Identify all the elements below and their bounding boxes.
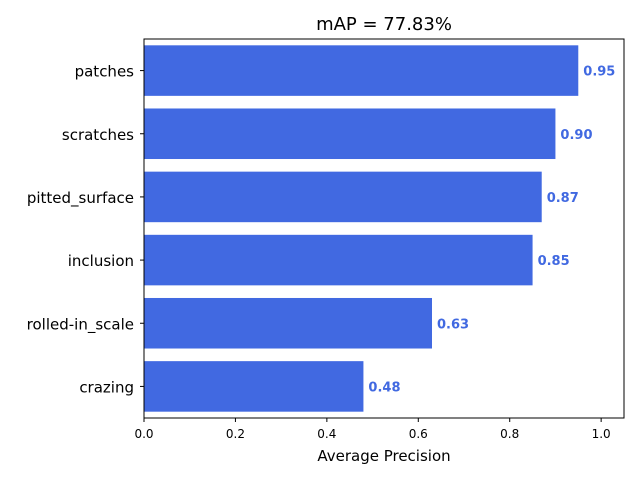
- x-axis-label: Average Precision: [317, 447, 450, 465]
- y-tick-label-scratches: scratches: [62, 126, 134, 144]
- y-tick-label-patches: patches: [75, 63, 135, 81]
- x-tick-label: 0.2: [226, 427, 245, 441]
- bars-group: [144, 45, 579, 412]
- x-ticks-group: 0.0 0.2 0.4 0.6 0.8 1.0: [134, 418, 611, 441]
- y-tick-label-rolled-in_scale: rolled-in_scale: [27, 315, 134, 334]
- y-tick-label-pitted_surface: pitted_surface: [27, 189, 134, 208]
- x-tick-label: 0.6: [409, 427, 428, 441]
- value-label-pitted_surface: 0.87: [547, 191, 579, 206]
- value-label-rolled-in_scale: 0.63: [437, 317, 469, 332]
- value-labels-group: 0.95 0.90 0.87 0.85 0.63 0.48: [368, 65, 615, 396]
- bar-patches: [144, 45, 579, 96]
- bar-inclusion: [144, 234, 533, 286]
- bar-crazing: [144, 361, 364, 412]
- bar-scratches: [144, 108, 556, 160]
- value-label-patches: 0.95: [583, 65, 615, 80]
- x-tick-label: 1.0: [592, 427, 611, 441]
- value-label-scratches: 0.90: [560, 128, 592, 143]
- value-label-inclusion: 0.85: [538, 254, 570, 269]
- y-tick-label-inclusion: inclusion: [68, 252, 134, 270]
- plot-frame: [143, 38, 625, 419]
- x-tick-label: 0.0: [134, 427, 153, 441]
- y-tick-label-crazing: crazing: [79, 378, 134, 396]
- value-label-crazing: 0.48: [368, 380, 400, 395]
- bar-rolled-in_scale: [144, 297, 432, 349]
- chart-title: mAP = 77.83%: [316, 14, 452, 35]
- x-tick-label: 0.8: [500, 427, 519, 441]
- bar-pitted_surface: [144, 171, 542, 223]
- y-tick-labels-group: patches scratches pitted_surface inclusion r…: [27, 63, 144, 396]
- x-tick-label: 0.4: [317, 427, 336, 441]
